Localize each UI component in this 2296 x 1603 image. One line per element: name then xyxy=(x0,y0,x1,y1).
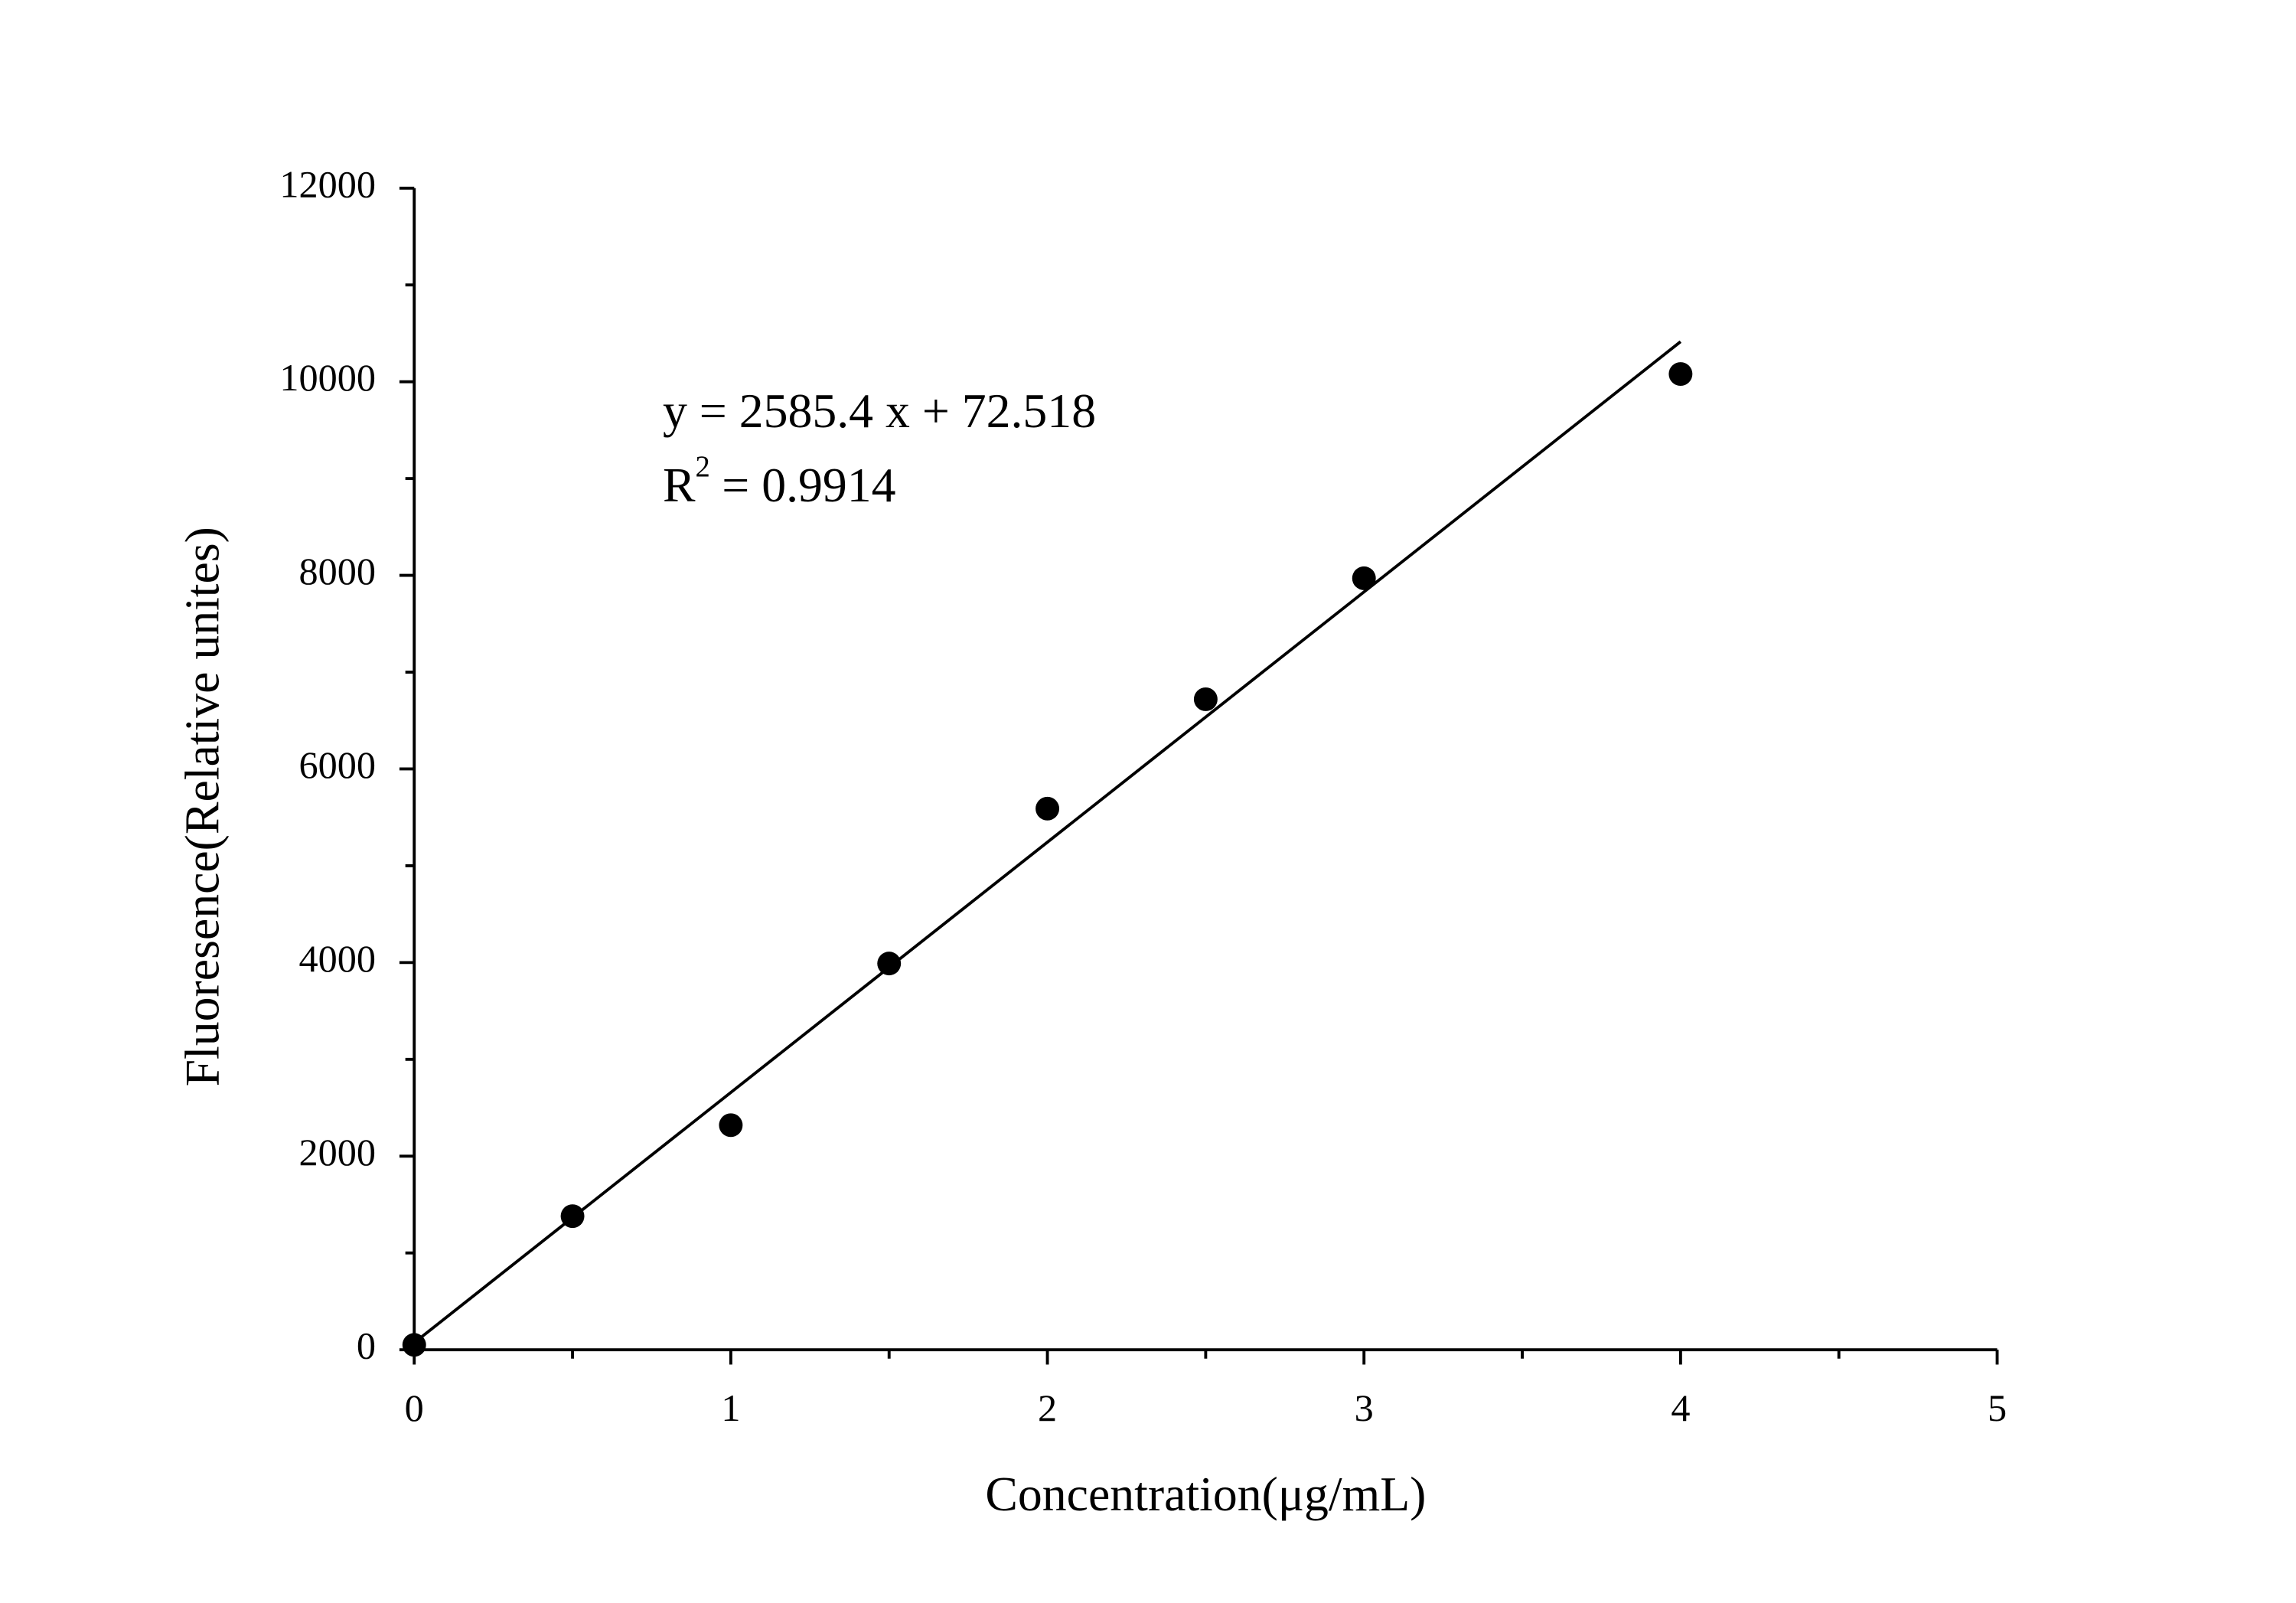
y-axis-label: Fluoresence(Relative unites) xyxy=(174,527,229,1086)
data-point xyxy=(719,1113,743,1138)
data-point xyxy=(1352,566,1376,590)
equation: y = 2585.4 x + 72.518 xyxy=(663,384,1096,438)
data-point xyxy=(402,1333,426,1357)
data-point xyxy=(560,1204,585,1229)
x-tick-label: 1 xyxy=(721,1386,740,1429)
y-tick-label: 12000 xyxy=(279,162,376,205)
r-sup: 2 xyxy=(696,451,710,483)
x-tick-label: 5 xyxy=(1988,1386,2007,1429)
y-tick-label: 0 xyxy=(357,1324,376,1367)
r-base: R xyxy=(663,458,696,512)
data-point xyxy=(1035,796,1060,821)
y-tick-label: 6000 xyxy=(298,743,376,786)
y-tick-label: 8000 xyxy=(298,550,376,593)
data-point xyxy=(1193,687,1218,711)
data-point xyxy=(1668,362,1693,387)
y-tick-label: 2000 xyxy=(298,1131,376,1174)
y-tick-label: 10000 xyxy=(279,356,376,399)
y-tick-label: 4000 xyxy=(298,937,376,980)
x-tick-label: 2 xyxy=(1038,1386,1057,1429)
data-point xyxy=(877,952,902,976)
fit-line xyxy=(413,340,1682,1344)
x-axis-label: Concentration(μg/mL) xyxy=(985,1467,1426,1521)
x-tick-label: 3 xyxy=(1355,1386,1374,1429)
x-tick-label: 0 xyxy=(405,1386,424,1429)
x-tick-label: 4 xyxy=(1671,1386,1690,1429)
r-rest: = 0.9914 xyxy=(722,458,895,512)
r-squared: R2 = 0.9914 xyxy=(663,451,896,512)
